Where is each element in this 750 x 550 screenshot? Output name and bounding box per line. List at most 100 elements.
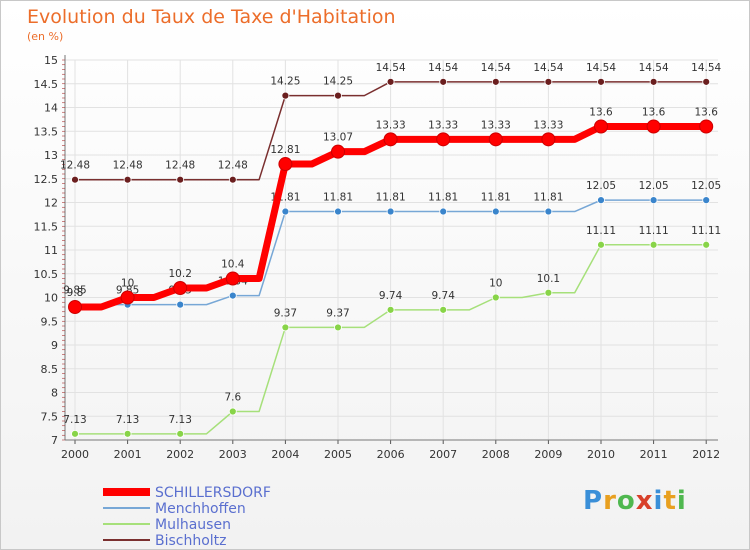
data-label: 11.11 <box>691 225 721 237</box>
data-label: 9.8 <box>67 287 84 299</box>
data-point <box>71 429 79 438</box>
x-tick-label: 2008 <box>482 448 510 461</box>
y-tick-label: 8.5 <box>41 363 59 376</box>
x-tick-label: 2000 <box>61 448 89 461</box>
data-label: 11.11 <box>639 225 669 237</box>
data-label: 13.33 <box>428 119 458 131</box>
data-point <box>699 119 714 134</box>
data-point <box>541 132 556 147</box>
data-label: 12.48 <box>113 160 143 172</box>
data-point <box>176 300 185 309</box>
data-point <box>544 207 553 216</box>
data-point <box>281 323 290 332</box>
y-tick-label: 7 <box>51 434 58 447</box>
data-point <box>436 132 451 147</box>
data-point <box>334 91 342 100</box>
data-label: 11.81 <box>323 192 353 204</box>
data-label: 11.81 <box>481 192 511 204</box>
data-label: 7.13 <box>169 414 192 426</box>
y-tick-label: 15 <box>44 54 58 67</box>
data-label: 14.54 <box>428 62 458 74</box>
data-label: 13.6 <box>642 107 666 119</box>
data-label: 14.54 <box>533 62 563 74</box>
data-label: 14.25 <box>270 76 300 88</box>
logo-letter: i <box>653 486 664 516</box>
data-point <box>173 281 188 295</box>
data-label: 7.13 <box>116 414 139 426</box>
data-label: 13.6 <box>695 107 719 119</box>
data-point <box>702 196 711 205</box>
data-point <box>71 175 79 184</box>
data-point <box>386 77 395 86</box>
data-label: 11.11 <box>586 225 616 237</box>
y-tick-label: 10 <box>44 292 58 305</box>
y-tick-label: 13 <box>44 149 58 162</box>
y-tick-label: 9 <box>51 339 58 352</box>
data-point <box>228 291 237 300</box>
data-point <box>544 288 553 297</box>
x-tick-label: 2003 <box>219 448 247 461</box>
data-point <box>544 77 553 86</box>
data-point <box>225 271 240 286</box>
proxiti-logo: Proxiti <box>583 486 687 516</box>
data-label: 9.37 <box>274 307 297 319</box>
data-label: 14.54 <box>376 62 406 74</box>
y-tick-label: 14.5 <box>34 78 59 91</box>
chart-subtitle: (en %) <box>27 30 64 43</box>
data-label: 13.6 <box>589 107 613 119</box>
data-point <box>702 77 711 86</box>
data-label: 9.37 <box>326 307 349 319</box>
data-point <box>649 196 658 205</box>
data-label: 10 <box>121 278 134 290</box>
y-tick-label: 14 <box>44 102 58 115</box>
x-tick-label: 2006 <box>377 448 405 461</box>
y-tick-label: 13.5 <box>34 125 59 138</box>
data-point <box>334 207 342 216</box>
data-label: 12.05 <box>639 180 669 192</box>
data-label: 11.81 <box>533 192 563 204</box>
data-point <box>491 207 500 216</box>
data-point <box>386 207 395 216</box>
y-tick-label: 9.5 <box>41 315 59 328</box>
data-label: 14.54 <box>691 62 721 74</box>
data-label: 10 <box>489 278 502 290</box>
x-tick-label: 2002 <box>166 448 194 461</box>
y-tick-label: 10.5 <box>34 268 59 281</box>
x-tick-label: 2010 <box>587 448 615 461</box>
data-label: 13.07 <box>323 132 353 144</box>
data-point <box>597 196 605 205</box>
y-tick-label: 12.5 <box>34 173 59 186</box>
data-label: 9.85 <box>63 285 86 297</box>
x-tick-label: 2007 <box>429 448 457 461</box>
chart-title: Evolution du Taux de Taxe d'Habitation <box>27 6 396 28</box>
data-label: 12.81 <box>270 144 300 156</box>
data-point <box>439 305 448 314</box>
legend-label: Menchhoffen <box>155 501 246 517</box>
data-point <box>702 240 711 249</box>
data-point <box>597 77 605 86</box>
x-tick-label: 2011 <box>640 448 668 461</box>
logo-letter: r <box>603 486 617 516</box>
data-label: 7.6 <box>224 392 241 404</box>
y-tick-label: 12 <box>44 197 58 210</box>
legend-label: SCHILLERSDORF <box>155 485 271 501</box>
data-label: 14.54 <box>639 62 669 74</box>
data-point <box>68 300 82 314</box>
data-point <box>439 77 448 86</box>
data-label: 12.48 <box>165 160 195 172</box>
x-tick-label: 2005 <box>324 448 352 461</box>
x-tick-label: 2012 <box>692 448 720 461</box>
data-label: 14.54 <box>481 62 511 74</box>
data-label: 9.74 <box>432 290 456 302</box>
logo-letter: i <box>676 486 687 516</box>
y-tick-label: 11 <box>44 244 58 257</box>
data-label: 10.4 <box>221 259 245 271</box>
x-tick-label: 2004 <box>271 448 299 461</box>
data-label: 10.1 <box>537 273 560 285</box>
data-label: 14.54 <box>586 62 616 74</box>
data-point <box>491 77 500 86</box>
data-point <box>228 175 237 184</box>
data-point <box>594 119 608 134</box>
x-tick-label: 2001 <box>114 448 142 461</box>
legend-label: Bischholtz <box>155 533 227 549</box>
